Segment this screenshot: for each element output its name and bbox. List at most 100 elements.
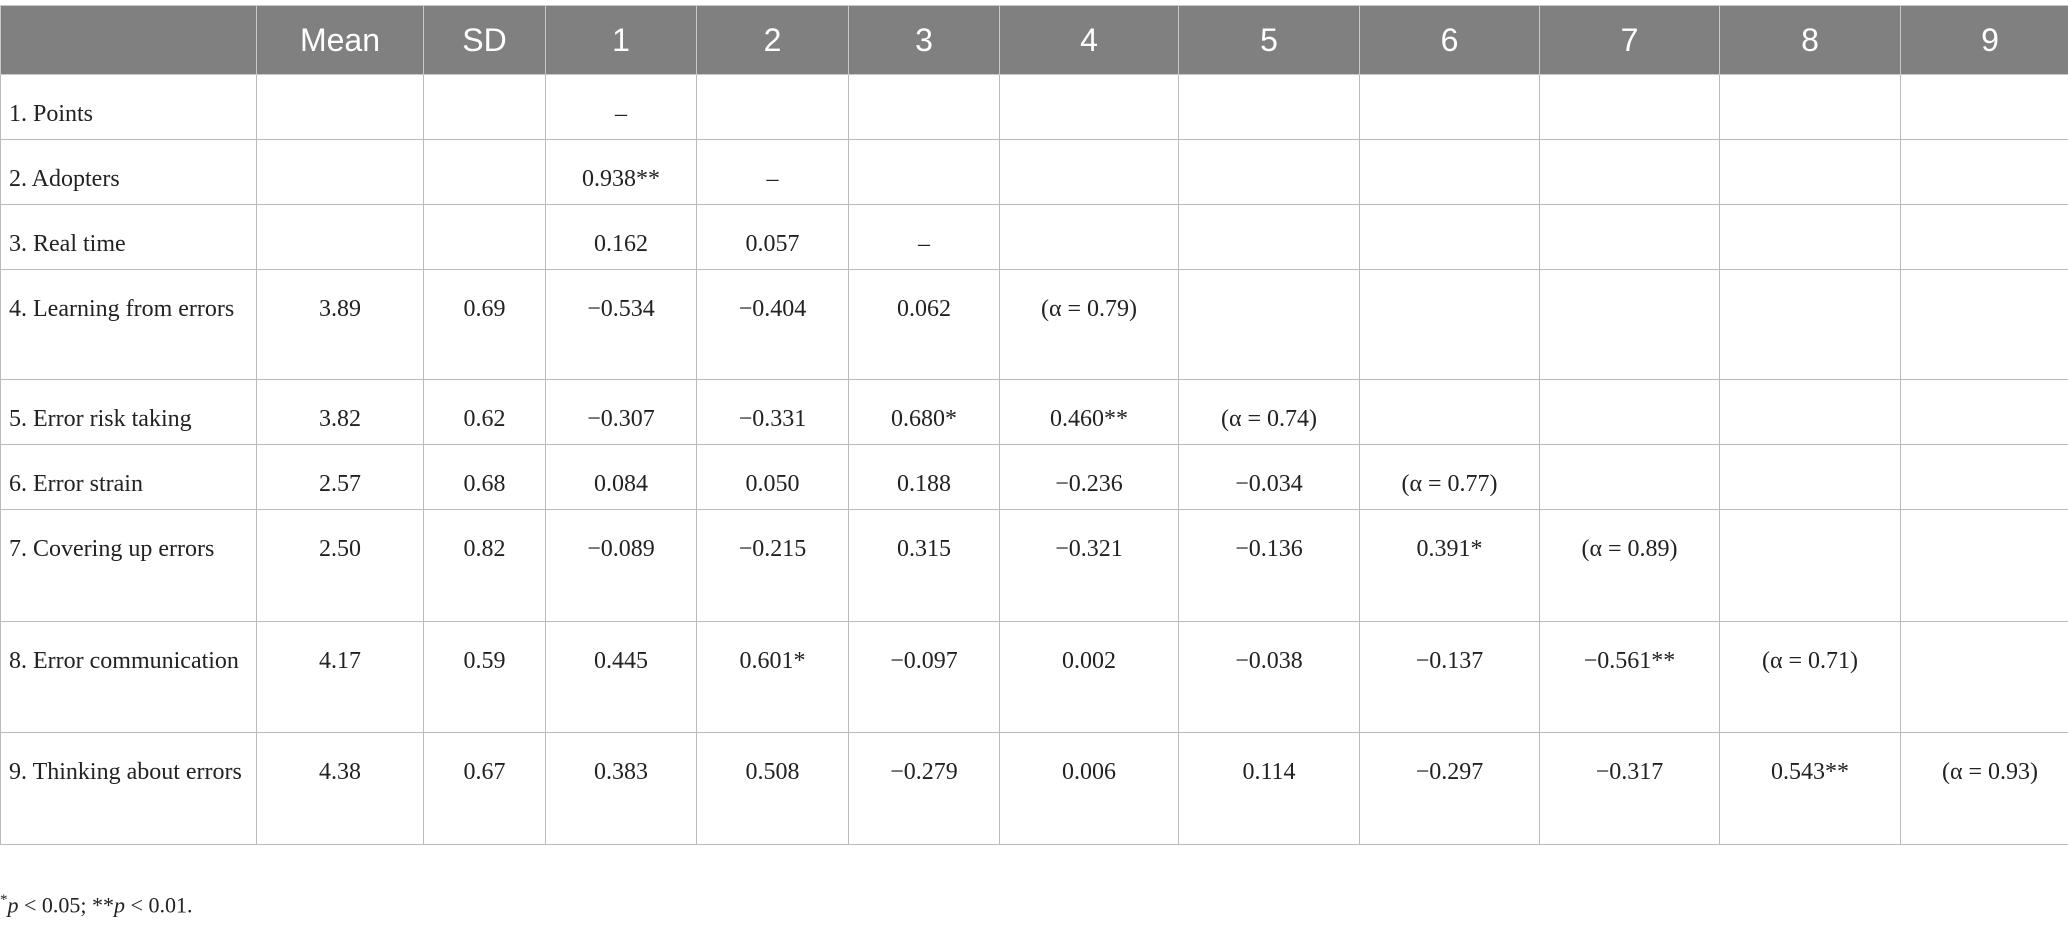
header-cell: SD [423, 5, 546, 75]
cell [848, 74, 1000, 140]
cell: 0.006 [999, 732, 1179, 845]
cell [1900, 509, 2068, 622]
cell: 0.62 [423, 379, 546, 445]
cell [256, 204, 424, 270]
cell: −0.137 [1359, 621, 1540, 733]
correlation-table: Mean SD 1 2 3 4 5 6 7 8 9 1. Points – 2. Adopters 0.93… [0, 5, 2068, 845]
cell [1900, 139, 2068, 205]
table-row: 6. Error strain 2.57 0.68 0.084 0.050 0.188 −0… [0, 444, 2068, 510]
cell: −0.317 [1539, 732, 1720, 845]
table-row: 7. Covering up errors 2.50 0.82 −0.089 −0.21… [0, 509, 2068, 622]
cell [696, 74, 849, 140]
cell [1539, 139, 1720, 205]
header-blank [0, 5, 257, 75]
cell: (α = 0.74) [1178, 379, 1360, 445]
row-label: 7. Covering up errors [0, 509, 257, 622]
cell [1178, 204, 1360, 270]
cell: −0.404 [696, 269, 849, 380]
cell: 0.114 [1178, 732, 1360, 845]
row-label: 6. Error strain [0, 444, 257, 510]
cell: −0.089 [545, 509, 697, 622]
cell: (α = 0.71) [1719, 621, 1901, 733]
cell [1900, 269, 2068, 380]
cell [1539, 379, 1720, 445]
cell [1539, 204, 1720, 270]
table-row: 3. Real time 0.162 0.057– [0, 204, 2068, 270]
cell: −0.038 [1178, 621, 1360, 733]
cell: – [545, 74, 697, 140]
cell [1900, 444, 2068, 510]
cell: (α = 0.89) [1539, 509, 1720, 622]
row-label: 2. Adopters [0, 139, 257, 205]
cell [1719, 269, 1901, 380]
footnote-part: p [114, 892, 126, 918]
cell: 3.82 [256, 379, 424, 445]
row-label: 4. Learning from errors [0, 269, 257, 380]
cell: −0.215 [696, 509, 849, 622]
cell [1539, 74, 1720, 140]
cell [999, 139, 1179, 205]
cell [423, 204, 546, 270]
header-cell: 4 [999, 5, 1179, 75]
cell: 0.188 [848, 444, 1000, 510]
table-row: 9. Thinking about errors 4.38 0.67 0.383 0.5… [0, 732, 2068, 845]
cell: −0.534 [545, 269, 697, 380]
cell: 0.315 [848, 509, 1000, 622]
cell [1178, 269, 1360, 380]
header-cell: 2 [696, 5, 849, 75]
cell [256, 139, 424, 205]
cell: 2.50 [256, 509, 424, 622]
cell [1359, 204, 1540, 270]
cell [1539, 269, 1720, 380]
cell: 0.543** [1719, 732, 1901, 845]
row-label: 9. Thinking about errors [0, 732, 257, 845]
cell: 0.162 [545, 204, 697, 270]
row-label: 8. Error communication [0, 621, 257, 733]
cell: 4.38 [256, 732, 424, 845]
row-label: 5. Error risk taking [0, 379, 257, 445]
cell: −0.307 [545, 379, 697, 445]
cell [1900, 621, 2068, 733]
cell: 0.002 [999, 621, 1179, 733]
cell [1900, 204, 2068, 270]
footnote-part: p [7, 892, 19, 918]
cell: – [848, 204, 1000, 270]
cell: 2.57 [256, 444, 424, 510]
cell: −0.097 [848, 621, 1000, 733]
cell [999, 204, 1179, 270]
cell: 0.057 [696, 204, 849, 270]
footnote-part: * [0, 892, 8, 908]
cell: 0.68 [423, 444, 546, 510]
cell: 0.508 [696, 732, 849, 845]
cell [1719, 509, 1901, 622]
cell: 0.601* [696, 621, 849, 733]
cell [1719, 139, 1901, 205]
cell: −0.279 [848, 732, 1000, 845]
cell: 3.89 [256, 269, 424, 380]
cell: −0.561** [1539, 621, 1720, 733]
cell [1539, 444, 1720, 510]
cell: (α = 0.77) [1359, 444, 1540, 510]
cell [999, 74, 1179, 140]
header-cell: 7 [1539, 5, 1720, 75]
row-label: 1. Points [0, 74, 257, 140]
cell: – [696, 139, 849, 205]
cell [1359, 139, 1540, 205]
cell: −0.331 [696, 379, 849, 445]
cell: 0.69 [423, 269, 546, 380]
cell [1178, 139, 1360, 205]
cell: −0.321 [999, 509, 1179, 622]
cell: −0.034 [1178, 444, 1360, 510]
cell [1359, 74, 1540, 140]
cell: −0.236 [999, 444, 1179, 510]
header-cell: 8 [1719, 5, 1901, 75]
cell: 0.460** [999, 379, 1179, 445]
cell [1900, 379, 2068, 445]
footnote-part: < 0.05; ** [18, 892, 115, 918]
header-cell: 6 [1359, 5, 1540, 75]
header-cell: 1 [545, 5, 697, 75]
cell [848, 139, 1000, 205]
header-cell: 9 [1900, 5, 2068, 75]
cell: 0.445 [545, 621, 697, 733]
cell [1719, 444, 1901, 510]
